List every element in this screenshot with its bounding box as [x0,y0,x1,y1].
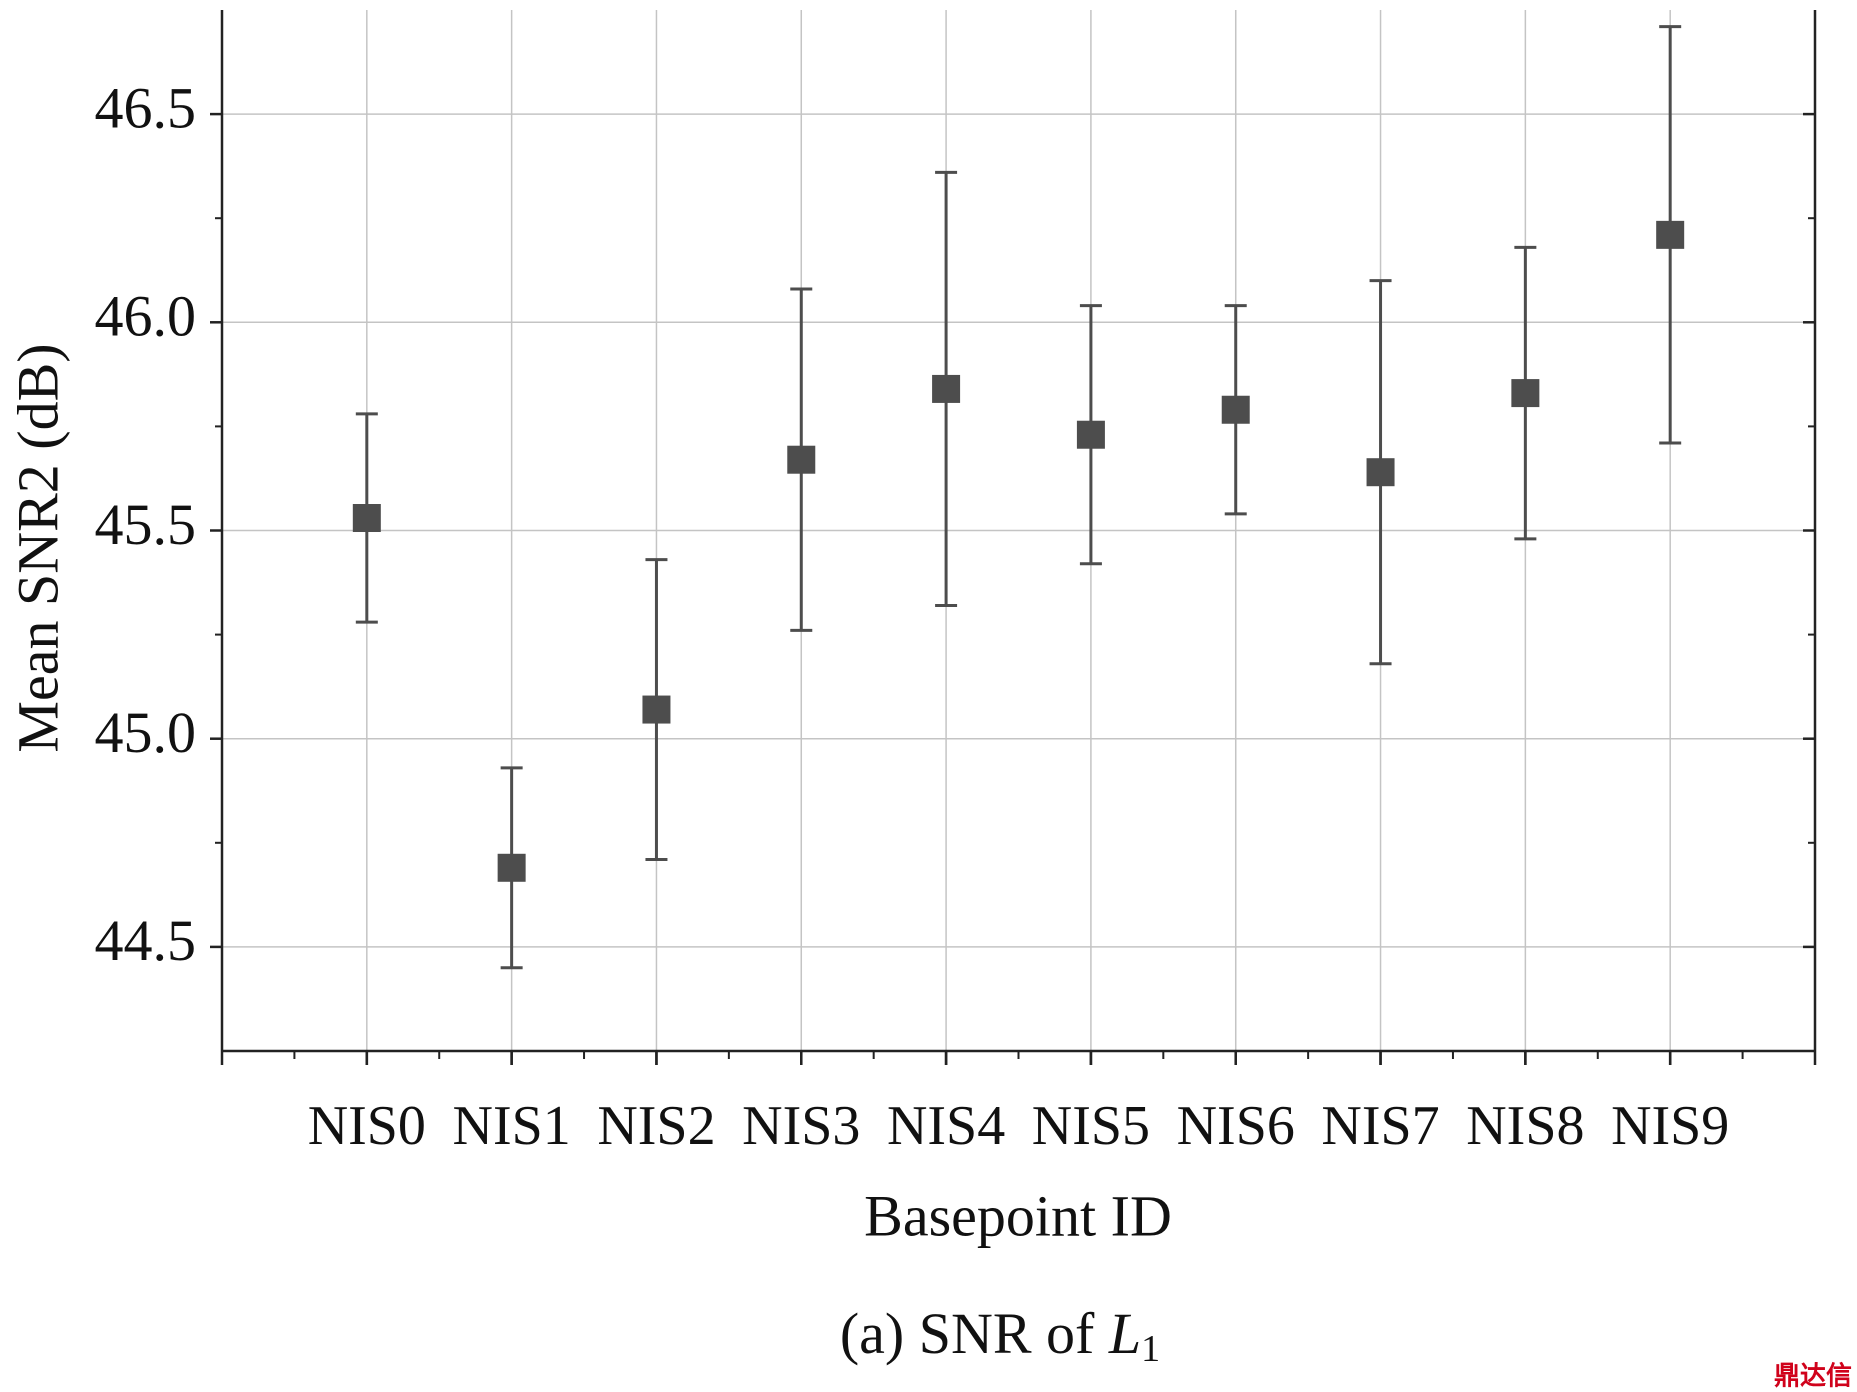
x-tick-label: NIS2 [597,1095,715,1157]
x-tick-label: NIS8 [1466,1095,1584,1157]
marker [932,374,961,403]
y-axis-title: Mean SNR2 (dB) [5,343,70,752]
x-tick-label: NIS4 [887,1095,1005,1157]
y-tick-label: 45.0 [95,700,197,765]
y-tick-label: 45.5 [95,492,197,557]
marker [352,504,381,533]
y-tick-label: 46.5 [95,75,197,140]
marker [787,445,816,474]
marker [1076,420,1105,449]
x-tick-label: NIS3 [742,1095,860,1157]
y-tick-label: 46.0 [95,284,197,349]
watermark: 鼎达信 [1774,1362,1852,1392]
caption-variable: L [1108,1301,1141,1366]
caption: (a) SNR of L1 [840,1301,1160,1369]
x-axis-title: Basepoint ID [864,1183,1172,1248]
marker [1366,458,1395,487]
x-tick-label: NIS1 [453,1095,571,1157]
marker [642,695,671,724]
x-tick-label: NIS9 [1611,1095,1729,1157]
x-tick-label: NIS6 [1177,1095,1295,1157]
marker [497,853,526,882]
x-tick-label: NIS5 [1032,1095,1150,1157]
marker [1511,379,1540,408]
marker [1656,220,1685,249]
x-tick-label: NIS7 [1321,1095,1439,1157]
y-tick-label: 44.5 [95,908,197,973]
marker [1221,395,1250,424]
x-tick-label: NIS0 [308,1095,426,1157]
caption-text: (a) SNR of [840,1301,1109,1366]
caption-subscript: 1 [1141,1328,1160,1370]
